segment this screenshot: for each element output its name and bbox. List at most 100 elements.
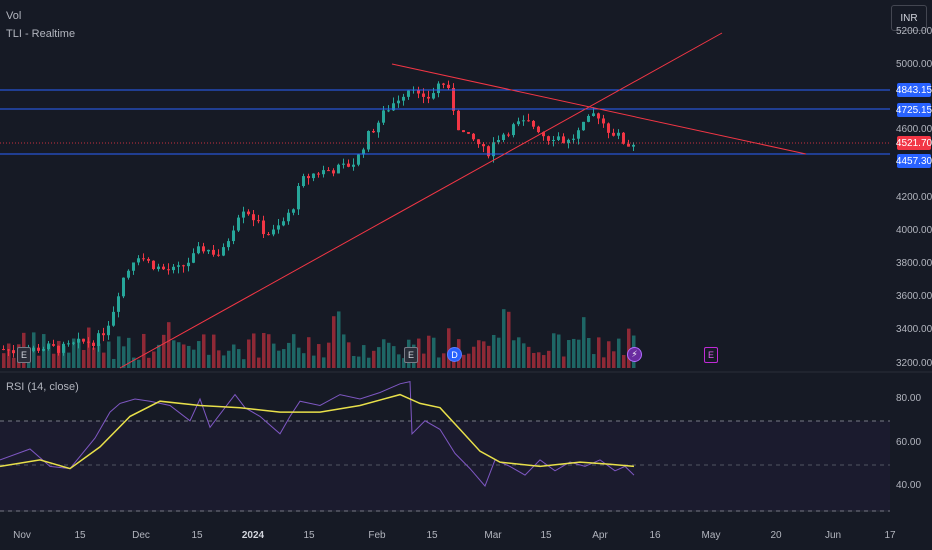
- candle: [552, 135, 555, 147]
- volume-legend[interactable]: Vol: [6, 10, 22, 22]
- candle: [257, 214, 260, 224]
- candle: [287, 209, 290, 225]
- candle: [7, 348, 10, 356]
- candle: [212, 244, 215, 257]
- volume-bar: [622, 354, 626, 368]
- candle: [182, 264, 185, 273]
- volume-bar: [417, 338, 421, 368]
- rsi-axis-label: 40.00: [896, 480, 922, 491]
- volume-bar: [362, 345, 366, 368]
- candle: [42, 346, 45, 352]
- volume-bar: [377, 347, 381, 368]
- candle: [302, 173, 305, 188]
- volume-bar: [607, 341, 611, 368]
- volume-bar: [327, 342, 331, 368]
- volume-bar: [122, 346, 126, 368]
- volume-bar: [272, 343, 276, 368]
- volume-bar: [62, 346, 66, 368]
- volume-bar: [532, 352, 536, 368]
- price-tag-4457[interactable]: 4457.30: [895, 154, 932, 168]
- symbol-legend[interactable]: TLI - Realtime: [6, 28, 76, 40]
- currency-button[interactable]: INR: [891, 5, 927, 31]
- volume-bar: [217, 350, 221, 368]
- candle: [462, 130, 465, 133]
- volume-bar: [482, 341, 486, 368]
- volume-bar: [102, 352, 106, 368]
- candle: [177, 261, 180, 274]
- volume-bar: [312, 355, 316, 368]
- volume-bar: [402, 358, 406, 368]
- last-price-tag[interactable]: 4521.70: [895, 136, 932, 150]
- volume-bar: [552, 333, 556, 368]
- rsi-lines: [0, 380, 635, 487]
- candle: [72, 341, 75, 346]
- candle: [612, 128, 615, 137]
- volume-bar: [107, 341, 111, 368]
- candle: [542, 131, 545, 141]
- volume-bar: [292, 334, 296, 368]
- dividend-event-icon[interactable]: D: [447, 347, 462, 362]
- volume-bar: [497, 337, 501, 368]
- volume-bar: [182, 344, 186, 368]
- candle: [82, 338, 85, 344]
- volume-bar: [87, 327, 91, 368]
- candle: [417, 86, 420, 99]
- earnings-event-icon[interactable]: E: [17, 347, 31, 363]
- candle: [472, 132, 475, 141]
- candle: [547, 135, 550, 145]
- earnings-event-icon[interactable]: E: [704, 347, 718, 363]
- candle: [32, 345, 35, 353]
- rsi-legend[interactable]: RSI (14, close): [6, 381, 79, 393]
- volume-bar: [297, 347, 301, 368]
- price-tag-4725[interactable]: 4725.15: [895, 103, 932, 117]
- volume-bar: [522, 343, 526, 368]
- candle: [337, 163, 340, 174]
- volume-bar: [472, 346, 476, 368]
- candle: [112, 306, 115, 327]
- volume-bar: [77, 339, 81, 368]
- volume-bar: [257, 357, 261, 368]
- volume-bar: [142, 333, 146, 368]
- price-tag-4843[interactable]: 4843.15: [895, 83, 932, 97]
- volume-bar: [587, 337, 591, 368]
- candle: [142, 253, 145, 262]
- candle: [52, 339, 55, 347]
- candle: [537, 125, 540, 134]
- descending-trendline[interactable]: [391, 63, 807, 155]
- volume-bar: [147, 357, 151, 368]
- earnings-event-icon[interactable]: E: [404, 347, 418, 363]
- volume-bar: [332, 316, 336, 368]
- time-axis-label: Jun: [824, 530, 842, 541]
- candle: [332, 168, 335, 177]
- volume-bar: [192, 349, 196, 368]
- volume-bar: [547, 350, 551, 368]
- volume-bar: [442, 353, 446, 368]
- volume-bar: [187, 345, 191, 368]
- candle: [602, 114, 605, 128]
- volume-bar: [97, 343, 101, 368]
- candle: [587, 114, 590, 123]
- candle: [572, 134, 575, 144]
- volume-bar: [462, 354, 466, 368]
- candle: [67, 340, 70, 347]
- volume-bar: [502, 309, 506, 368]
- candle: [2, 345, 5, 351]
- time-axis-label: May: [701, 530, 721, 541]
- split-event-icon[interactable]: ⚡: [627, 347, 642, 362]
- volume-bar: [117, 336, 121, 368]
- volume-bar: [397, 354, 401, 368]
- time-axis-label: 20: [770, 530, 782, 541]
- time-axis-label: 15: [74, 530, 86, 541]
- ascending-trendline[interactable]: [119, 32, 723, 369]
- volume-bar: [177, 342, 181, 368]
- volume-bar: [422, 353, 426, 368]
- price-axis-label: 3400.00: [896, 324, 932, 335]
- rsi-axis-label: 60.00: [896, 437, 922, 448]
- volume-bar: [597, 337, 601, 368]
- candle: [297, 183, 300, 216]
- candle: [362, 147, 365, 158]
- candle: [242, 206, 245, 224]
- volume-bar: [387, 342, 391, 368]
- volume-bar: [527, 346, 531, 368]
